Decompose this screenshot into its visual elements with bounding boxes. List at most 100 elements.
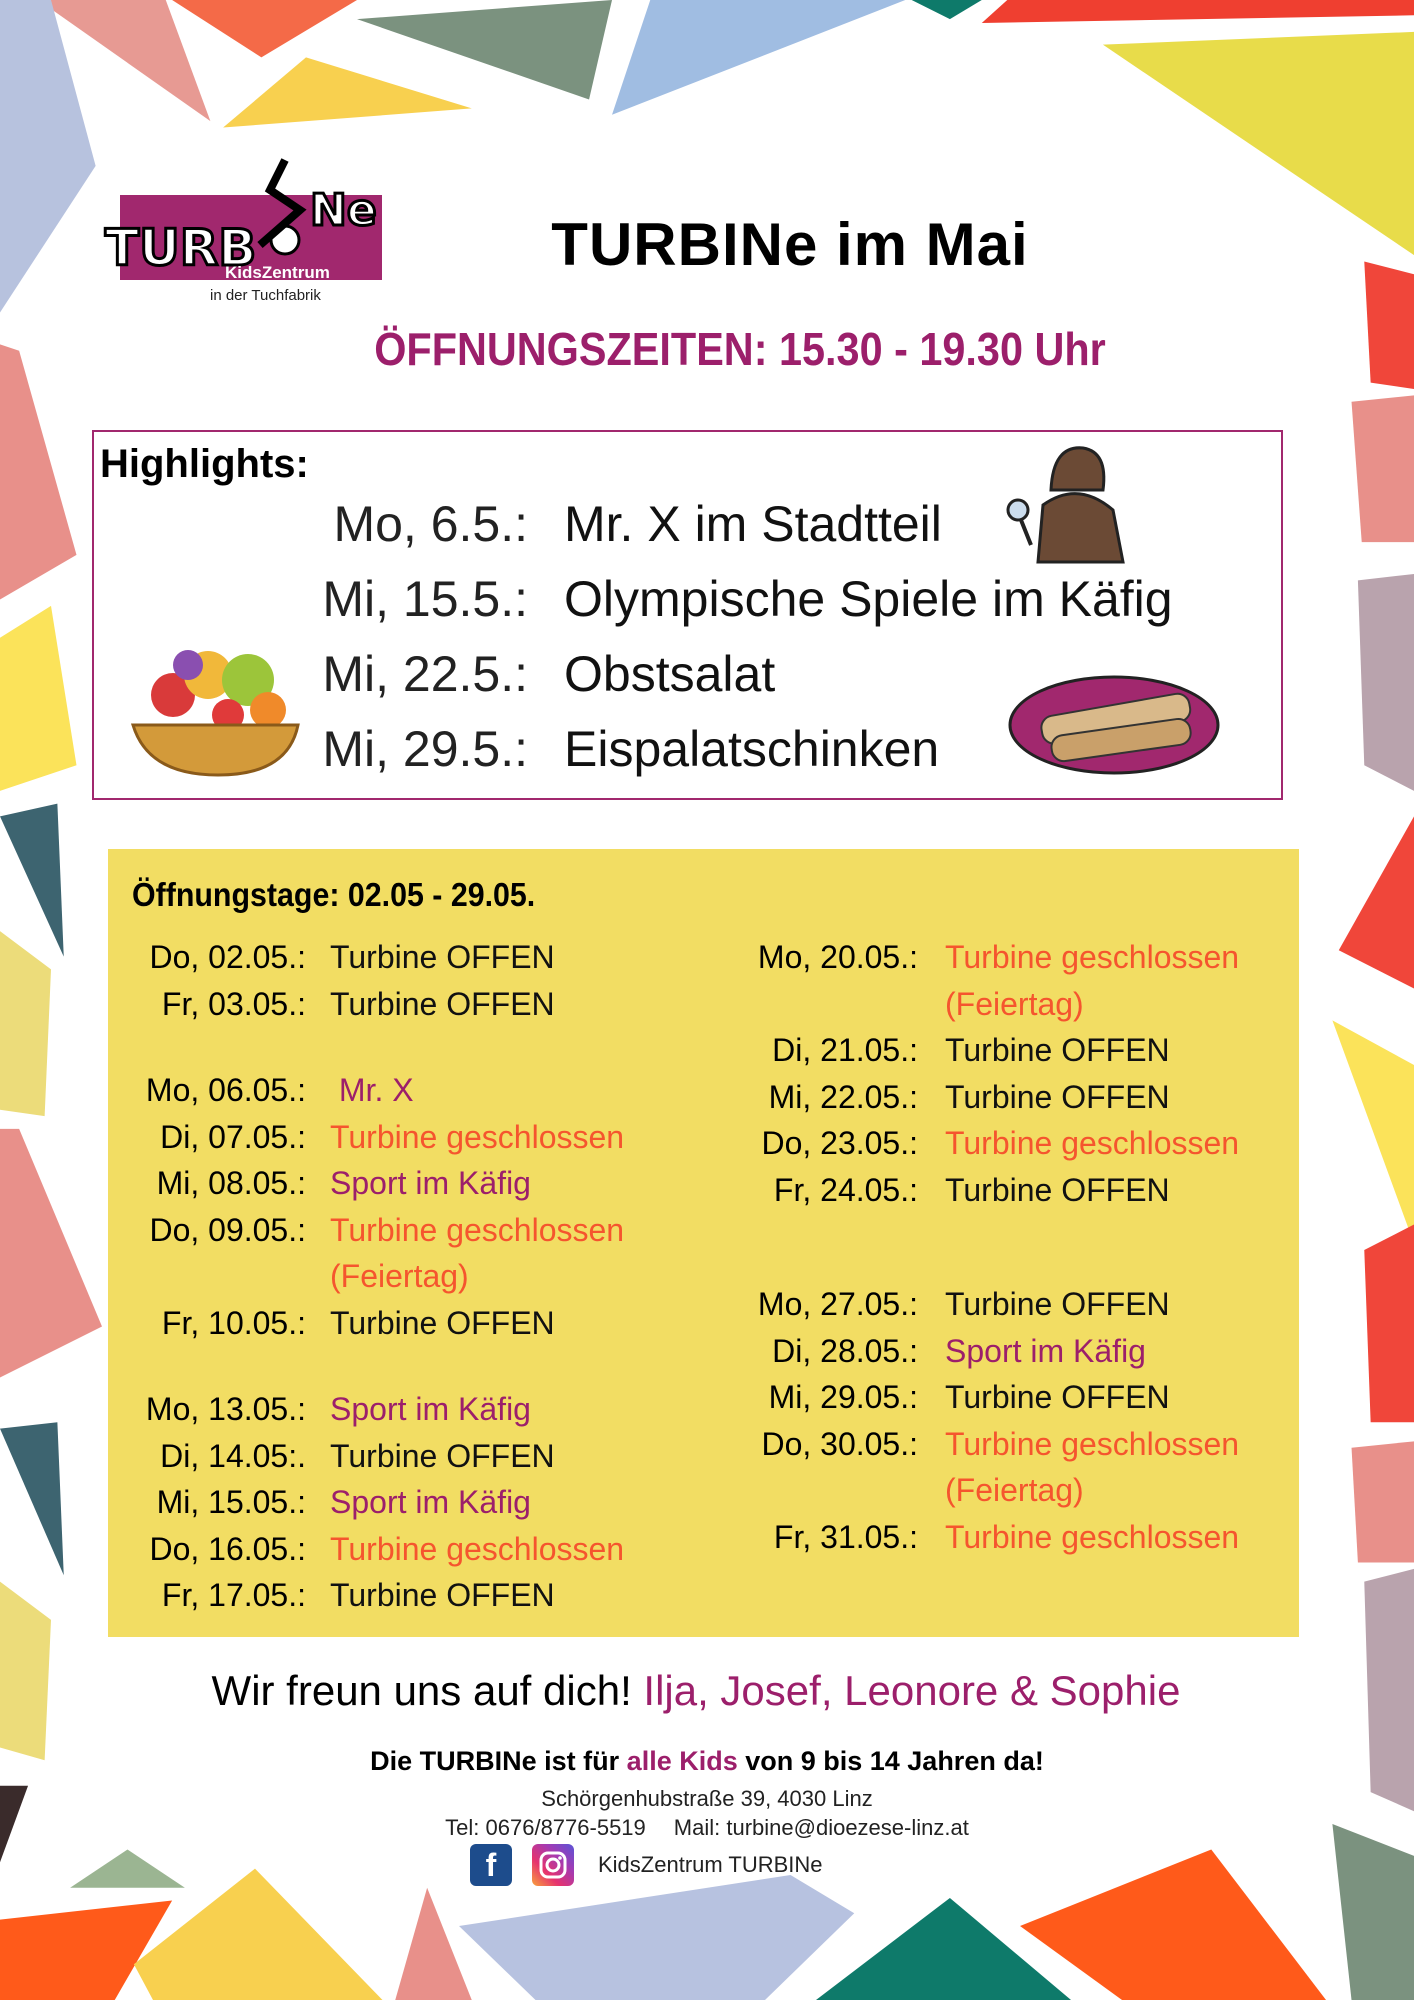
phone: Tel: 0676/8776-5519 [445, 1815, 646, 1840]
schedule-date: Mo, 06.05.: [145, 1072, 306, 1108]
schedule-note: (Feiertag) [945, 1472, 1084, 1508]
schedule-status: Turbine OFFEN [945, 1032, 1170, 1068]
schedule-date: Mi, 15.05.: [156, 1484, 306, 1520]
schedule-row: Mi, 15.05.: Sport im Käfig [0, 1479, 600, 1526]
schedule-date: Mo, 27.05.: [757, 1286, 918, 1322]
schedule-status: Turbine OFFEN [945, 1171, 1170, 1208]
schedule-status: Turbine OFFEN [330, 939, 555, 975]
pancake-plate-icon [1008, 675, 1220, 775]
team-names: Ilja, Josef, Leonore & Sophie [643, 1667, 1181, 1714]
schedule-panel [108, 849, 1299, 1637]
schedule-date: Mo, 20.05.: [757, 939, 918, 975]
schedule-row: Di, 07.05.: Turbine geschlossen [0, 1114, 624, 1161]
schedule-row: Do, 16.05.: Turbine geschlossen [0, 1526, 624, 1573]
schedule-status: Sport im Käfig [330, 1484, 531, 1520]
social-links: f KidsZentrum TURBINe [470, 1843, 823, 1887]
schedule-row: Mo, 27.05.: Turbine OFFEN [0, 1281, 1300, 1328]
schedule-row: Mo, 06.05.: Mr. X [0, 1067, 600, 1114]
thanks-message: Wir freun uns auf dich! Ilja, Josef, Leo… [0, 1667, 1392, 1715]
schedule-status: Turbine OFFEN [945, 1379, 1170, 1415]
age-info-c: von 9 bis 14 Jahren da! [737, 1746, 1044, 1776]
schedule-status: Turbine OFFEN [330, 1437, 555, 1474]
schedule-date: Fr, 24.05.: [773, 1171, 918, 1208]
facebook-icon[interactable]: f [470, 1844, 512, 1886]
schedule-date: Fr, 03.05.: [161, 985, 306, 1022]
highlight-item: Mi, 29.5.: Eispalatschinken [0, 720, 1200, 790]
schedule-date: Do, 16.05.: [149, 1530, 306, 1567]
schedule-date: Do, 23.05.: [761, 1125, 918, 1161]
schedule-status: Turbine geschlossen [330, 1530, 625, 1567]
schedule-date: Di, 28.05.: [772, 1332, 918, 1369]
svg-text:TURB: TURB [105, 219, 256, 277]
schedule-date: Do, 30.05.: [761, 1425, 918, 1462]
schedule-status: Turbine geschlossen [945, 939, 1240, 975]
schedule-row: Do, 30.05.: Turbine geschlossen (Feiertag) [0, 1421, 1300, 1514]
schedule-row: Fr, 17.05.: Turbine OFFEN [0, 1572, 600, 1619]
opening-hours: ÖFFNUNGSZEITEN: 15.30 - 19.30 Uhr [374, 323, 1106, 375]
highlight-date: Mi, 15.5.: [322, 571, 528, 627]
schedule-row: Di, 14.05:. Turbine OFFEN [0, 1433, 600, 1480]
schedule-week: Do, 02.05.: Turbine OFFEN Fr, 03.05.: Turbi… [0, 934, 600, 1027]
svg-text:in der Tuchfabrik: in der Tuchfabrik [210, 287, 321, 304]
svg-text:Ne: Ne [310, 185, 377, 236]
schedule-status: Turbine geschlossen [945, 1125, 1240, 1161]
fruit-basket-icon [130, 650, 300, 777]
highlight-item: Mi, 22.5.: Obstsalat [0, 645, 1200, 715]
schedule-date: Mi, 22.05.: [768, 1078, 918, 1115]
schedule-row: Mi, 29.05.: Turbine OFFEN [0, 1374, 1300, 1421]
highlight-item: Mo, 6.5.: Mr. X im Stadtteil [0, 495, 1200, 565]
highlight-event: Eispalatschinken [564, 721, 940, 777]
schedule-title: Öffnungstage: 02.05 - 29.05. [132, 876, 536, 913]
schedule-row: Di, 21.05.: Turbine OFFEN [0, 1027, 1300, 1074]
highlights-title: Highlights: [100, 442, 309, 486]
schedule-status: Turbine OFFEN [945, 1078, 1170, 1115]
turbine-logo: TURB Ne KidsZentrum in der Tuchfabrik [100, 150, 400, 305]
schedule-row: Do, 23.05.: Turbine geschlossen [0, 1120, 1300, 1167]
schedule-row: Mo, 20.05.: Turbine geschlossen (Feiertag) [0, 934, 1300, 1027]
schedule-date: Fr, 31.05.: [773, 1518, 918, 1555]
page-title: TURBINe im Mai [551, 211, 1029, 278]
age-info: Die TURBINe ist für alle Kids von 9 bis … [0, 1746, 1414, 1777]
schedule-status: Turbine OFFEN [330, 1304, 555, 1341]
schedule-row: Fr, 24.05.: Turbine OFFEN [0, 1167, 1300, 1214]
schedule-date: Mi, 08.05.: [156, 1165, 306, 1201]
address: Schörgenhubstraße 39, 4030 Linz [541, 1786, 873, 1811]
thanks-prefix: Wir freun uns auf dich! [211, 1667, 644, 1714]
instagram-icon[interactable] [532, 1844, 574, 1886]
schedule-date: Di, 21.05.: [772, 1032, 918, 1068]
highlight-date: Mo, 6.5.: [333, 496, 528, 552]
schedule-row: Mo, 13.05.: Sport im Käfig [0, 1386, 600, 1433]
schedule-status: Turbine geschlossen [945, 1425, 1240, 1462]
schedule-row: Mi, 22.05.: Turbine OFFEN [0, 1074, 1300, 1121]
schedule-row: Do, 02.05.: Turbine OFFEN [0, 934, 600, 981]
schedule-week: Mo, 27.05.: Turbine OFFEN Di, 28.05.: Sport… [0, 1281, 1300, 1560]
age-info-a: Die TURBINe ist für [370, 1746, 627, 1776]
highlight-date: Mi, 29.5.: [322, 721, 528, 777]
schedule-row: Di, 28.05.: Sport im Käfig [0, 1328, 1300, 1375]
schedule-status: Turbine OFFEN [945, 1286, 1170, 1322]
email-link[interactable]: Mail: turbine@dioezese-linz.at [673, 1815, 969, 1840]
schedule-status: Sport im Käfig [330, 1165, 531, 1201]
highlight-date: Mi, 22.5.: [322, 646, 528, 702]
schedule-row: Fr, 10.05.: Turbine OFFEN [0, 1300, 600, 1347]
highlight-event: Mr. X im Stadtteil [564, 496, 942, 552]
schedule-status: Turbine geschlossen [330, 1211, 625, 1248]
schedule-status: Turbine geschlossen [945, 1518, 1240, 1555]
schedule-column-right: Mo, 20.05.: Turbine geschlossen (Feiertag)… [0, 934, 1300, 1560]
schedule-note: (Feiertag) [945, 985, 1084, 1022]
schedule-date: Do, 02.05.: [149, 939, 306, 975]
schedule-status: Turbine geschlossen [330, 1118, 625, 1155]
schedule-row: Do, 09.05.: Turbine geschlossen (Feiertag) [0, 1207, 624, 1300]
schedule-row: Mi, 08.05.: Sport im Käfig [0, 1160, 600, 1207]
schedule-column-left: Do, 02.05.: Turbine OFFEN Fr, 03.05.: Turbi… [0, 934, 624, 1619]
svg-text:KidsZentrum: KidsZentrum [225, 263, 330, 282]
highlight-event: Olympische Spiele im Käfig [564, 571, 1173, 627]
schedule-status: Sport im Käfig [945, 1332, 1146, 1369]
schedule-date: Fr, 10.05.: [161, 1304, 306, 1341]
contact-line: Tel: 0676/8776-5519 Mail: turbine@dioezes… [0, 1815, 1414, 1841]
schedule-date: Do, 09.05.: [149, 1211, 306, 1248]
age-info-highlight: alle Kids [626, 1746, 738, 1776]
schedule-date: Di, 14.05:. [160, 1437, 306, 1474]
schedule-week: Mo, 06.05.: Mr. X Di, 07.05.: Turbine gesc… [0, 1067, 624, 1347]
